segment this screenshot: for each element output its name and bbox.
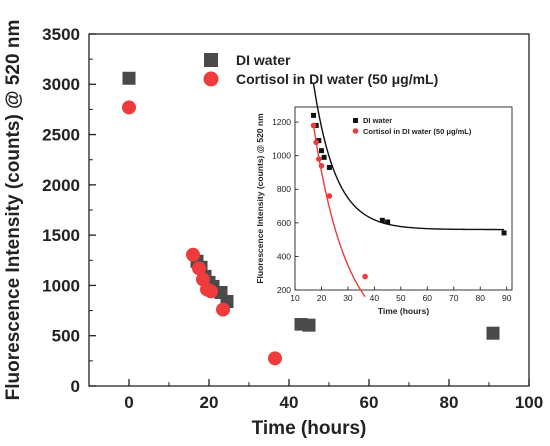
data-point [501,230,507,236]
y-tick-label: 400 [277,251,291,261]
inset-fit-curves [312,83,505,298]
y-tick-label: 3500 [42,25,80,44]
data-point [318,162,325,169]
data-point [385,219,391,225]
data-point [268,351,282,366]
main-x-axis: 0 20 40 60 80 100 [124,379,543,412]
inset-series-layer [310,112,507,280]
y-tick-label: 500 [52,327,80,346]
x-tick-label: 0 [124,393,133,412]
data-point [316,156,322,162]
y-tick-label: 200 [277,285,291,295]
main-x-axis-title: Time (hours) [252,418,367,439]
x-tick-label: 80 [476,293,486,303]
data-point [216,302,230,317]
x-tick-label: 30 [343,293,353,303]
y-tick-label: 2000 [42,176,80,195]
data-point [192,261,206,276]
y-tick-label: 2500 [42,126,80,145]
main-legend: DI water Cortisol in DI water (50 μg/mL) [203,52,438,87]
y-tick-label: 1000 [42,276,80,295]
x-tick-label: 20 [317,293,327,303]
inset-legend-label-di-water: DI water [363,116,392,125]
data-point [321,154,327,160]
x-tick-label: 50 [396,293,406,303]
data-point [311,112,317,118]
y-tick-label: 600 [277,218,291,228]
fit-curve-cortisol-in-di-water-50-g-ml [312,125,366,298]
series-cortisol-in-di-water-50-g-ml [122,100,282,366]
y-tick-label: 0 [71,377,80,396]
data-point [302,318,316,332]
inset-legend-swatch-di-water [353,118,358,123]
main-y-axis-title: Fluorescence Intensity (counts) @ 520 nm [3,20,24,401]
main-y-axis: 0 500 1000 1500 2000 2500 3000 3500 [42,25,96,396]
inset-legend-swatch-cortisol [352,128,359,134]
data-point [204,284,218,299]
y-tick-label: 3000 [42,75,80,94]
data-point [486,326,500,340]
x-tick-label: 70 [449,293,459,303]
data-point [122,100,136,115]
x-tick-label: 10 [290,293,300,303]
x-tick-label: 90 [502,293,512,303]
main-legend-swatch-di-water [204,53,218,67]
main-legend-swatch-cortisol [203,71,219,87]
y-tick-label: 1000 [272,151,291,161]
data-point [326,164,332,170]
inset-legend: DI water Cortisol in DI water (50 μg/mL) [352,116,472,136]
main-legend-label-cortisol: Cortisol in DI water (50 μg/mL) [236,71,438,87]
y-tick-label: 1500 [42,226,80,245]
main-series-layer [122,71,500,366]
x-tick-label: 80 [440,393,459,412]
inset-x-axis: 10 20 30 40 50 60 70 80 90 [290,286,512,303]
x-tick-label: 40 [280,393,299,412]
data-point [310,122,317,129]
fit-curve-di-water [312,83,505,231]
data-point [186,247,200,262]
data-point [362,273,368,280]
data-point [122,71,136,85]
main-legend-label-di-water: DI water [236,52,291,68]
inset-background [251,103,520,318]
data-point [318,148,324,154]
inset-legend-label-cortisol: Cortisol in DI water (50 μg/mL) [363,127,472,136]
x-tick-label: 100 [515,393,543,412]
x-tick-label: 40 [370,293,380,303]
data-point [326,193,333,199]
x-tick-label: 60 [360,393,379,412]
data-point [313,139,319,146]
y-tick-label: 800 [277,184,291,194]
inset-y-axis: 200 400 600 800 1000 1200 [272,117,299,295]
data-point [379,217,385,223]
inset-y-axis-title: Fluorescence Intensity (counts) @ 520 nm [255,113,265,284]
inset-plot-frame [294,106,513,291]
inset-x-axis-title: Time (hours) [378,306,429,316]
data-point [316,138,322,144]
x-tick-label: 20 [200,393,219,412]
series-cortisol-in-di-water-50-g-ml [310,122,368,280]
x-tick-label: 60 [423,293,433,303]
y-tick-label: 1200 [272,117,291,127]
